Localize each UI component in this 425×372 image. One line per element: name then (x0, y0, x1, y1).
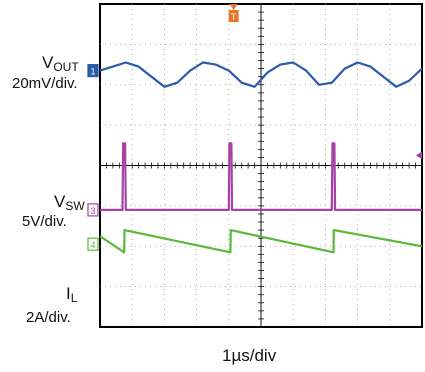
channel-marker-id: 4 (90, 240, 95, 250)
channel-marker-id: 3 (90, 206, 95, 216)
trace-v-out (99, 61, 423, 88)
trace-i-l (99, 229, 423, 254)
trace-v-sw (100, 142, 422, 211)
time-scale-label: 1µs/div (222, 346, 277, 365)
label-il: IL (66, 284, 78, 305)
channel-3-marker: 3 (87, 203, 99, 217)
label-vout-scale: 20mV/div. (12, 75, 78, 92)
label-vsw: VSW (54, 192, 85, 213)
label-il-scale: 2A/div. (26, 309, 71, 326)
graticule-grid (99, 3, 423, 328)
trigger-marker: T (228, 4, 239, 22)
marker-layer: 1 3 4 T (87, 4, 422, 251)
trace-layer (99, 61, 423, 254)
trigger-level-marker (416, 151, 422, 160)
channel-1-marker: 1 (87, 64, 99, 78)
label-vout: VOUT (42, 53, 79, 74)
channel-marker-box (87, 64, 99, 78)
trigger-box (228, 10, 239, 22)
channel-marker-id: 1 (90, 67, 95, 77)
trigger-arrow (229, 4, 238, 10)
channel-marker-box (87, 237, 99, 251)
trigger-label: T (231, 12, 237, 22)
channel-4-marker: 4 (87, 237, 99, 251)
label-vsw-scale: 5V/div. (22, 213, 67, 230)
channel-marker-box (87, 203, 99, 217)
